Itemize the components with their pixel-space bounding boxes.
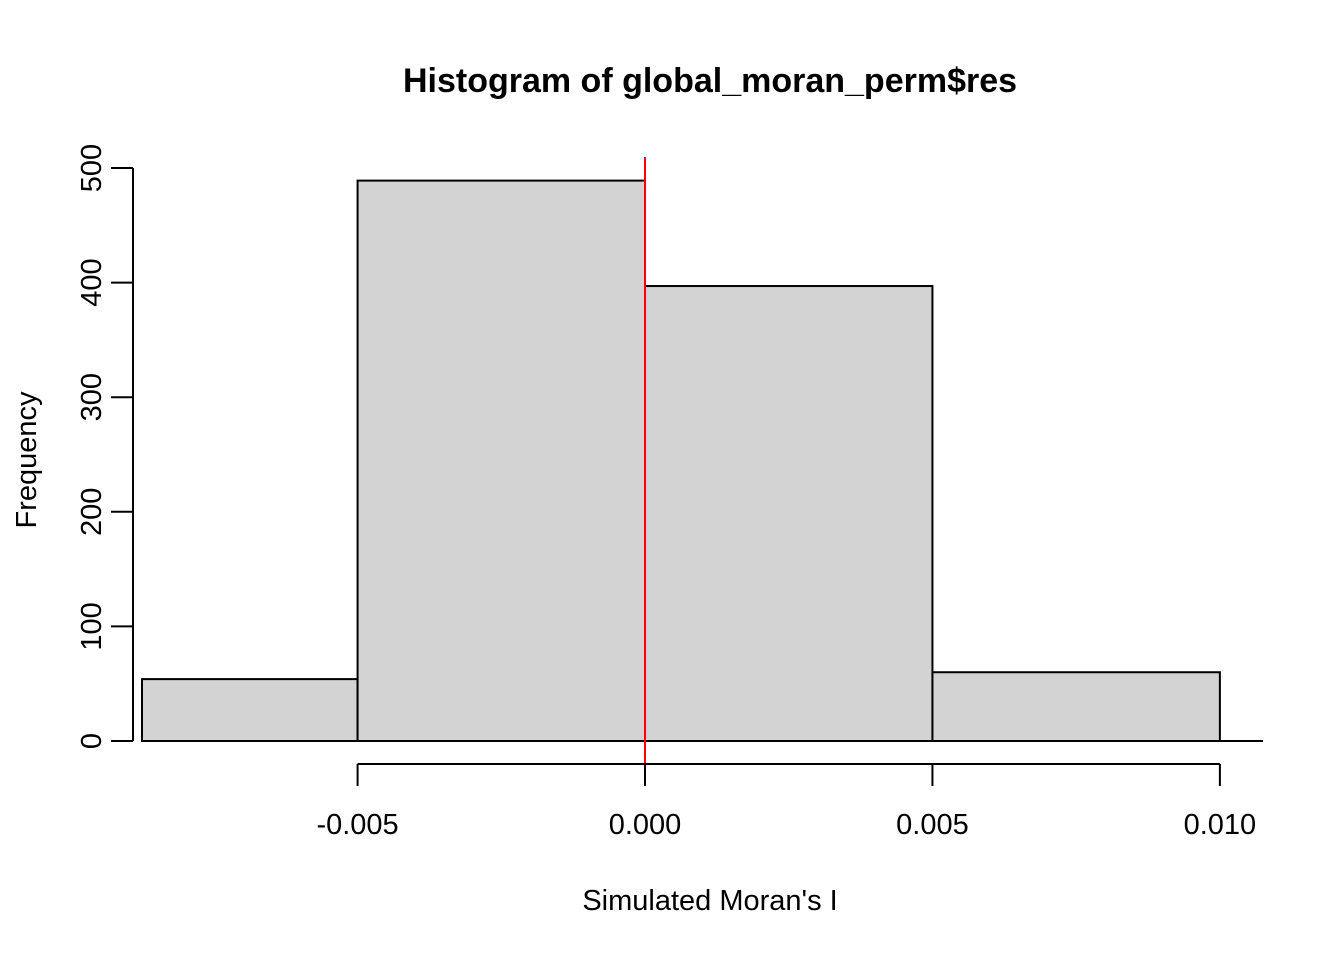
x-tick-label-1: -0.005	[316, 809, 398, 841]
histogram-bars	[141, 179, 1263, 743]
y-tick-label-2: 100	[76, 602, 108, 650]
y-tick-label-3: 200	[76, 488, 108, 536]
chart-title: Histogram of global_moran_perm$res	[403, 62, 1017, 100]
y-tick-label-4: 300	[76, 373, 108, 421]
histogram-bar-3	[644, 285, 934, 742]
y-axis-label: Frequency	[11, 391, 43, 529]
x-tick-label-4: 0.010	[1184, 809, 1257, 841]
x-tick-label-3: 0.005	[896, 809, 969, 841]
y-tick-label-6: 500	[76, 144, 108, 192]
histogram-bar-2	[356, 179, 647, 742]
y-tick-label-5: 400	[76, 258, 108, 306]
x-axis: -0.005 0.000 0.005 0.010	[316, 763, 1257, 841]
histogram-bar-4	[931, 671, 1221, 742]
x-tick-label-2: 0.000	[609, 809, 682, 841]
histogram-bar-1	[141, 678, 359, 743]
y-axis: 0 100 200 300 400 500	[76, 144, 134, 749]
x-axis-label: Simulated Moran's I	[582, 885, 837, 917]
y-tick-label-1: 0	[76, 733, 108, 749]
